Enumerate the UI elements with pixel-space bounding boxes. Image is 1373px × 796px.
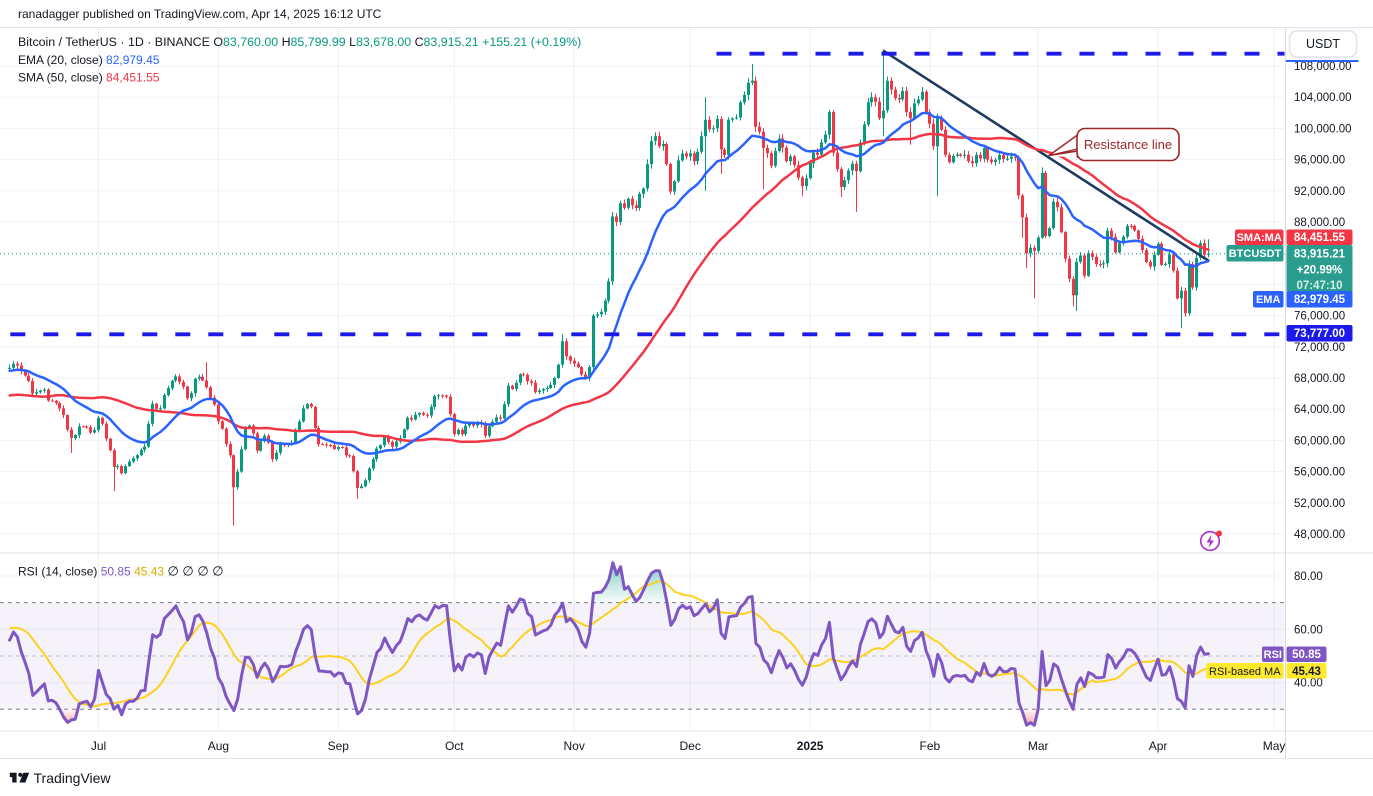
svg-text:BTCUSDT: BTCUSDT [1229, 248, 1282, 260]
svg-text:68,000.00: 68,000.00 [1294, 373, 1345, 385]
svg-text:Feb: Feb [920, 739, 941, 753]
svg-text:2025: 2025 [797, 739, 824, 753]
svg-text:RSI-based MA: RSI-based MA [1209, 666, 1281, 678]
svg-text:ranadagger published on Tradin: ranadagger published on TradingView.com,… [18, 7, 382, 21]
svg-text:40.00: 40.00 [1294, 678, 1323, 690]
svg-text:56,000.00: 56,000.00 [1294, 467, 1345, 479]
svg-text:84,451.55: 84,451.55 [1294, 232, 1346, 244]
svg-text:48,000.00: 48,000.00 [1294, 529, 1345, 541]
svg-text:45.43: 45.43 [1292, 666, 1321, 678]
svg-text:Sep: Sep [328, 739, 350, 753]
svg-text:80.00: 80.00 [1294, 571, 1323, 583]
svg-text:76,000.00: 76,000.00 [1294, 311, 1345, 323]
svg-text:SMA (50, close) 84,451.55: SMA (50, close) 84,451.55 [18, 71, 160, 85]
svg-text:TradingView: TradingView [34, 770, 112, 786]
svg-text:Apr: Apr [1149, 739, 1168, 753]
svg-text:Dec: Dec [680, 739, 701, 753]
svg-text:60.00: 60.00 [1294, 624, 1323, 636]
svg-text:RSI (14, close) 50.85 45.43 ∅: RSI (14, close) 50.85 45.43 ∅ ∅ ∅ ∅ [18, 564, 224, 579]
svg-text:USDT: USDT [1306, 37, 1340, 51]
svg-text:92,000.00: 92,000.00 [1294, 186, 1345, 198]
svg-text:100,000.00: 100,000.00 [1294, 123, 1352, 135]
svg-text:Nov: Nov [564, 739, 585, 753]
svg-text:64,000.00: 64,000.00 [1294, 404, 1345, 416]
svg-text:83,915.21: 83,915.21 [1294, 249, 1346, 261]
svg-text:96,000.00: 96,000.00 [1294, 155, 1345, 167]
svg-text:SMA:MA: SMA:MA [1237, 232, 1282, 244]
svg-text:+20.99%: +20.99% [1297, 265, 1343, 277]
svg-text:EMA: EMA [1256, 294, 1281, 306]
svg-text:Bitcoin / TetherUS · 1D · BINA: Bitcoin / TetherUS · 1D · BINANCE O83,76… [18, 35, 581, 49]
svg-text:Jul: Jul [91, 739, 106, 753]
svg-text:88,000.00: 88,000.00 [1294, 217, 1345, 229]
svg-text:60,000.00: 60,000.00 [1294, 435, 1345, 447]
svg-text:52,000.00: 52,000.00 [1294, 498, 1345, 510]
svg-text:Oct: Oct [445, 739, 464, 753]
svg-text:82,979.45: 82,979.45 [1294, 294, 1346, 306]
svg-text:May: May [1263, 739, 1286, 753]
svg-text:Aug: Aug [208, 739, 229, 753]
svg-text:73,777.00: 73,777.00 [1294, 328, 1345, 340]
svg-text:EMA (20, close) 82,979.45: EMA (20, close) 82,979.45 [18, 53, 160, 67]
svg-text:104,000.00: 104,000.00 [1294, 92, 1352, 104]
svg-text:Resistance line: Resistance line [1084, 137, 1172, 152]
svg-text:Mar: Mar [1028, 739, 1049, 753]
svg-text:108,000.00: 108,000.00 [1294, 61, 1352, 73]
svg-text:RSI: RSI [1264, 649, 1282, 661]
svg-text:72,000.00: 72,000.00 [1294, 342, 1345, 354]
svg-text:50.85: 50.85 [1292, 649, 1321, 661]
svg-text:07:47:10: 07:47:10 [1296, 280, 1342, 292]
